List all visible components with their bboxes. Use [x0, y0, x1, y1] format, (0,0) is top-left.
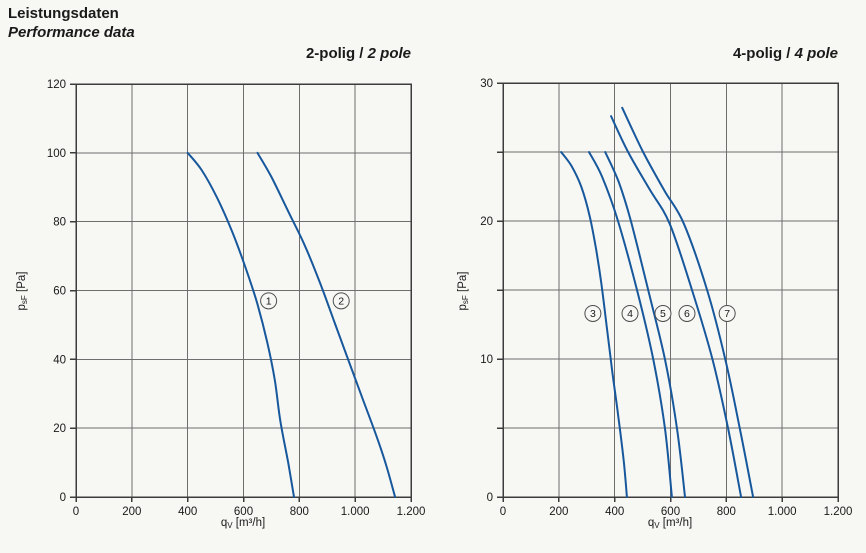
curve-marker-number-1: 1	[266, 295, 272, 307]
x-tick-label: 0	[73, 506, 79, 518]
x-axis-label-base: q	[220, 517, 228, 529]
y-tick-label: 80	[53, 217, 66, 229]
fan-curve-3	[560, 151, 628, 498]
x-tick-label: 600	[234, 506, 253, 518]
x-tick-label: 800	[717, 506, 736, 518]
curve-markers: 3 4 5 6 7	[584, 304, 736, 322]
chart-title-4pole: 4-polig / 4 pole	[538, 45, 838, 64]
chart-title-italic: 4 pole	[794, 45, 838, 62]
y-tick-label: 0	[487, 492, 493, 504]
curve-marker-circle-3	[584, 304, 602, 322]
curve-marker-circle-6	[678, 304, 696, 322]
curve-marker-circle-7	[718, 304, 736, 322]
tick-labels: 0 200 400 600 800 1.000 1.200 0 10 20 30	[480, 78, 852, 518]
y-tick-label: 10	[480, 354, 493, 366]
chart-title-bold: 4-polig /	[732, 45, 795, 62]
y-axis-label-sub: sF	[461, 295, 470, 305]
x-tick-label: 200	[549, 506, 568, 518]
x-tick-label: 1.000	[341, 506, 370, 518]
x-tick-label: 200	[122, 506, 141, 518]
grid-lines	[76, 84, 411, 497]
fan-curve-4	[587, 151, 673, 498]
y-tick-label: 30	[480, 78, 493, 90]
curve-marker-number-6: 6	[684, 308, 690, 320]
tick-labels: 0 200 400 600 800 1.000 1.200 0 20 40 60 80 100 120	[47, 79, 426, 518]
y-axis-label-sub: sF	[20, 295, 29, 305]
y-tick-label: 40	[53, 354, 66, 366]
y-tick-label: 120	[47, 79, 66, 91]
grid-lines	[503, 83, 838, 497]
fan-curve-7	[621, 106, 755, 498]
fan-curve-6	[610, 115, 743, 498]
x-tick-label: 400	[178, 506, 197, 518]
x-axis-label-base: q	[647, 517, 655, 529]
chart-svg: 0 200 400 600 800 1.000 1.200 0 10 20 30 3 4 5 6 7	[480, 78, 852, 518]
x-axis-label-4pole: qV [m³/h]	[570, 517, 770, 530]
x-axis-label-sub: V	[654, 521, 660, 530]
fan-curve-2	[256, 151, 397, 498]
fan-curves	[186, 151, 397, 498]
page-subtitle: Performance data	[8, 24, 135, 41]
fan-curve-1	[186, 151, 295, 498]
x-tick-label: 1.200	[397, 506, 426, 518]
y-tick-label: 0	[60, 492, 66, 504]
x-tick-label: 1.200	[824, 506, 853, 518]
y-tick-label: 20	[480, 216, 493, 228]
curve-marker-circle-1	[260, 292, 278, 310]
x-tick-label: 1.000	[768, 506, 797, 518]
y-axis-label-4pole: psF [Pa]	[457, 231, 473, 351]
chart-title-bold: 2-polig /	[305, 45, 368, 62]
x-tick-label: 800	[290, 506, 309, 518]
y-axis-label-base: p	[457, 304, 469, 311]
curve-marker-number-2: 2	[338, 295, 344, 307]
y-axis-label-unit: [Pa]	[16, 271, 28, 296]
performance-chart-4pole: 4-polig / 4 pole 0 200 400 600 800 1.000 1.200…	[433, 40, 866, 553]
curve-marker-number-3: 3	[590, 308, 596, 320]
y-axis-label-base: p	[16, 304, 28, 311]
performance-chart-2pole: 2-polig / 2 pole 0 200 400 600 800 1.000 1.200…	[0, 40, 433, 553]
y-axis-label-2pole: psF [Pa]	[16, 231, 32, 351]
chart-title-2pole: 2-polig / 2 pole	[111, 45, 411, 64]
x-tick-label: 600	[661, 506, 680, 518]
curve-marker-number-7: 7	[724, 308, 730, 320]
x-tick-label: 0	[500, 506, 506, 518]
curve-marker-circle-5	[654, 304, 672, 322]
plot-border-and-ticks	[497, 82, 839, 502]
page-title: Leistungsdaten	[8, 5, 119, 22]
x-axis-label-unit: [m³/h]	[232, 517, 266, 529]
curve-marker-number-4: 4	[627, 308, 633, 320]
y-tick-label: 60	[53, 286, 66, 298]
y-axis-label-unit: [Pa]	[457, 271, 469, 296]
y-tick-label: 100	[47, 148, 66, 160]
chart-title-italic: 2 pole	[367, 45, 411, 62]
curve-marker-circle-4	[621, 304, 639, 322]
curve-marker-number-5: 5	[660, 308, 666, 320]
fan-curves	[560, 106, 755, 498]
fan-curve-5	[604, 151, 686, 498]
plot-border-and-ticks	[70, 83, 412, 502]
y-tick-label: 20	[53, 423, 66, 435]
x-axis-label-2pole: qV [m³/h]	[143, 517, 343, 530]
x-axis-label-unit: [m³/h]	[659, 517, 693, 529]
x-axis-label-sub: V	[227, 521, 233, 530]
curve-marker-circle-2	[332, 292, 350, 310]
x-tick-label: 400	[605, 506, 624, 518]
